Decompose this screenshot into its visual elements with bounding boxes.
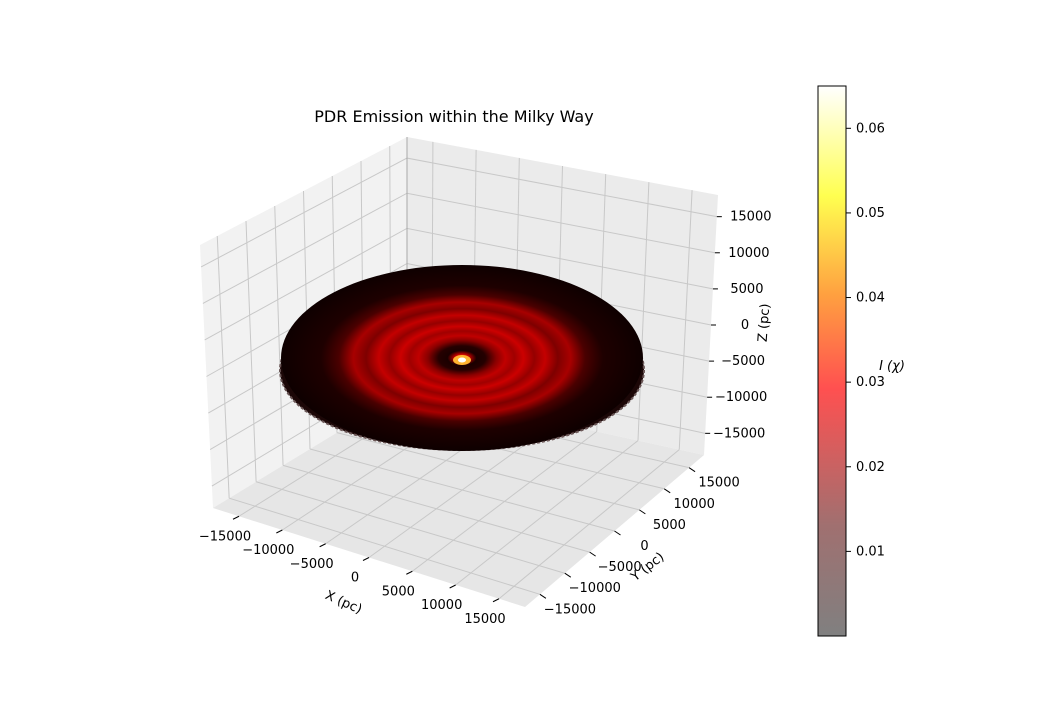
x-tick-mark — [492, 598, 500, 603]
y-tick-label: −15000 — [544, 602, 596, 617]
x-tick-label: −10000 — [242, 543, 294, 558]
colorbar-ticks: 0.01 0.02 0.03 0.04 0.05 0.06 — [846, 121, 885, 559]
y-tick-label: −10000 — [569, 581, 621, 596]
colorbar-tick-label: 0.06 — [856, 121, 885, 136]
y-tick-mark — [614, 530, 621, 536]
pane-floor — [213, 390, 704, 607]
y-tick-mark — [639, 509, 646, 515]
y-tick-label: 15000 — [698, 476, 739, 491]
x-tick-label: 15000 — [464, 612, 505, 627]
z-tick-label: 10000 — [728, 246, 769, 261]
z-tick-label: 15000 — [730, 210, 771, 225]
colorbar-gradient — [817, 85, 847, 637]
chart-title: PDR Emission within the Milky Way — [314, 107, 593, 126]
x-axis-label: X (pc) — [323, 588, 364, 617]
x-tick-label: 10000 — [421, 598, 462, 613]
x-tick-mark — [362, 557, 370, 561]
y-tick-mark — [688, 467, 696, 473]
y-tick-label: −5000 — [598, 560, 642, 575]
y-axis-ticks: 15000 10000 5000 0 −5000 −10000 −15000 — [539, 467, 740, 617]
z-axis-label: Z (pc) — [756, 303, 774, 343]
colorbar-tick-label: 0.05 — [856, 206, 885, 221]
y-tick-mark — [589, 551, 596, 557]
colorbar: 0.01 0.02 0.03 0.04 0.05 0.06 I (χ) — [817, 85, 905, 637]
grid-floor-y — [309, 448, 615, 532]
grid-floor-y — [282, 464, 590, 553]
y-tick-mark — [663, 488, 671, 494]
x-tick-mark — [449, 584, 456, 589]
y-tick-mark — [539, 593, 547, 599]
x-tick-mark — [319, 543, 326, 548]
x-tick-mark — [406, 570, 413, 575]
x-tick-label: −5000 — [290, 557, 334, 572]
grid-floor-y — [255, 481, 565, 574]
z-tick-label: −5000 — [721, 354, 765, 369]
colorbar-label: I (χ) — [879, 359, 905, 374]
x-tick-mark — [276, 529, 283, 534]
colorbar-tick-label: 0.04 — [856, 291, 885, 306]
z-tick-label: 5000 — [730, 282, 763, 297]
x-tick-label: −15000 — [199, 529, 251, 544]
z-tick-label: −10000 — [715, 390, 767, 405]
x-tick-label: 0 — [351, 571, 359, 586]
z-tick-label: 0 — [741, 318, 749, 333]
y-tick-label: 10000 — [674, 497, 715, 512]
x-tick-label: 5000 — [382, 584, 415, 599]
z-axis-ticks: 15000 10000 5000 0 −5000 −10000 −15000 — [705, 210, 772, 441]
disk-core-hot — [458, 357, 466, 363]
y-tick-label: 0 — [640, 539, 648, 554]
grid-floor-y — [336, 432, 640, 511]
y-tick-mark — [564, 572, 572, 578]
colorbar-tick-label: 0.02 — [856, 460, 885, 475]
y-tick-label: 5000 — [653, 518, 686, 533]
grid-floor-y — [229, 497, 541, 595]
colorbar-tick-label: 0.01 — [856, 544, 885, 559]
z-tick-label: −15000 — [713, 426, 765, 441]
galaxy-disk — [279, 265, 645, 451]
colorbar-tick-label: 0.03 — [856, 375, 885, 390]
x-tick-mark — [232, 515, 240, 520]
